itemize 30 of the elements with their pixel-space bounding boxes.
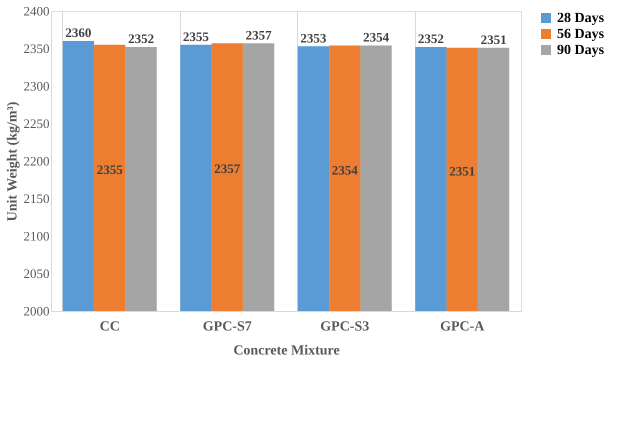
y-tick-label: 2400 xyxy=(24,4,50,18)
y-tick-label: 2100 xyxy=(24,228,50,244)
data-label: 2353 xyxy=(300,30,327,46)
x-tick-label: CC xyxy=(100,320,120,334)
legend-label: 56 Days xyxy=(557,27,605,42)
data-label: 2351 xyxy=(480,32,507,47)
data-label: 2360 xyxy=(65,25,92,40)
legend-label: 28 Days xyxy=(557,11,605,26)
y-tick-label: 2300 xyxy=(24,78,50,94)
data-label: 2351 xyxy=(449,163,476,178)
data-label: 2352 xyxy=(128,31,154,46)
y-tick-label: 2000 xyxy=(24,304,50,318)
data-label: 2355 xyxy=(182,28,210,44)
y-tick-label: 2200 xyxy=(24,154,50,168)
data-label: 2354 xyxy=(363,30,390,44)
data-label: 2354 xyxy=(332,162,358,178)
data-label: 2357 xyxy=(214,161,241,176)
y-tick-label: 2150 xyxy=(24,191,50,206)
data-label: 2357 xyxy=(246,27,272,42)
y-tick-label: 2050 xyxy=(24,266,50,281)
data-label: 2352 xyxy=(418,31,444,46)
data-label: 2355 xyxy=(96,162,124,177)
legend-label: 90 Days xyxy=(557,43,605,58)
y-tick-label: 2250 xyxy=(24,116,50,131)
y-axis-title: Unit Weight (kg/m³) xyxy=(6,101,20,222)
x-axis-title: Concrete Mixture xyxy=(233,344,340,358)
x-tick-label: GPC-A xyxy=(440,320,486,334)
y-tick-label: 2350 xyxy=(24,41,50,56)
x-tick-label: GPC-S3 xyxy=(320,320,370,334)
x-tick-label: GPC-S7 xyxy=(202,320,252,334)
